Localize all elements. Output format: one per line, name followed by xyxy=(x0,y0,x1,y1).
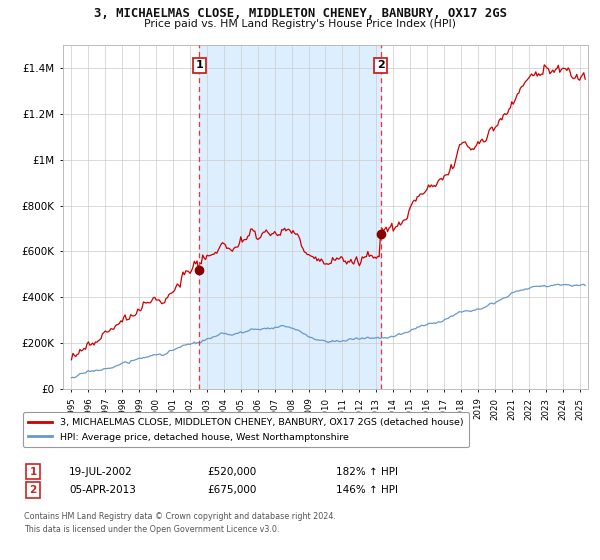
Text: 2: 2 xyxy=(29,485,37,495)
Text: £520,000: £520,000 xyxy=(207,466,256,477)
Text: Contains HM Land Registry data © Crown copyright and database right 2024.
This d: Contains HM Land Registry data © Crown c… xyxy=(24,512,336,534)
Bar xyxy=(199,45,380,389)
Text: Price paid vs. HM Land Registry's House Price Index (HPI): Price paid vs. HM Land Registry's House … xyxy=(144,19,456,29)
Text: 05-APR-2013: 05-APR-2013 xyxy=(69,485,136,495)
Text: 1: 1 xyxy=(29,466,37,477)
Text: 19-JUL-2002: 19-JUL-2002 xyxy=(69,466,133,477)
Text: 1: 1 xyxy=(195,60,203,71)
Text: 182% ↑ HPI: 182% ↑ HPI xyxy=(336,466,398,477)
Text: 3, MICHAELMAS CLOSE, MIDDLETON CHENEY, BANBURY, OX17 2GS: 3, MICHAELMAS CLOSE, MIDDLETON CHENEY, B… xyxy=(94,7,506,20)
Text: 146% ↑ HPI: 146% ↑ HPI xyxy=(336,485,398,495)
Text: £675,000: £675,000 xyxy=(207,485,256,495)
Text: 2: 2 xyxy=(377,60,385,71)
Legend: 3, MICHAELMAS CLOSE, MIDDLETON CHENEY, BANBURY, OX17 2GS (detached house), HPI: : 3, MICHAELMAS CLOSE, MIDDLETON CHENEY, B… xyxy=(23,412,469,447)
